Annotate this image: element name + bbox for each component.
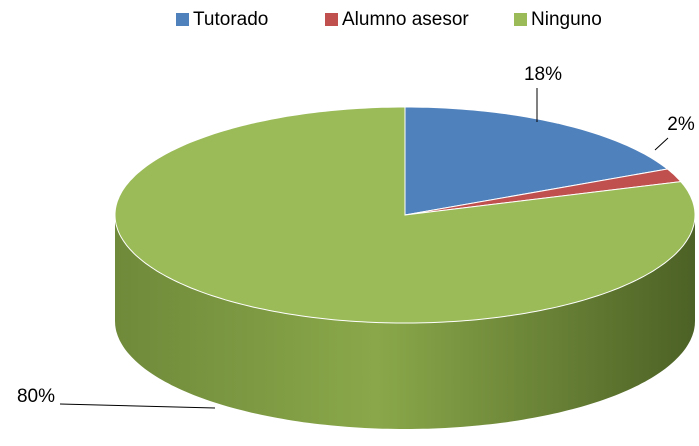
legend-label: Tutorado bbox=[193, 9, 268, 30]
data-label: 18% bbox=[524, 64, 562, 85]
pie-side bbox=[115, 215, 695, 429]
leader-line bbox=[59, 403, 216, 409]
pie-slice bbox=[404, 168, 682, 216]
legend-label: Ninguno bbox=[531, 9, 602, 30]
data-label: 80% bbox=[17, 386, 55, 407]
pie bbox=[114, 106, 696, 429]
legend: Tutorado Alumno asesor Ninguno bbox=[176, 9, 602, 30]
legend-label: Alumno asesor bbox=[342, 9, 469, 30]
legend-swatch bbox=[176, 13, 189, 26]
data-label: 2% bbox=[667, 114, 695, 135]
legend-swatch bbox=[325, 13, 338, 26]
labels: 18% 2% 80% bbox=[17, 64, 695, 409]
leader-line bbox=[654, 137, 669, 151]
legend-swatch bbox=[514, 13, 527, 26]
pie-slice bbox=[114, 106, 696, 324]
pie-slice bbox=[404, 106, 669, 216]
